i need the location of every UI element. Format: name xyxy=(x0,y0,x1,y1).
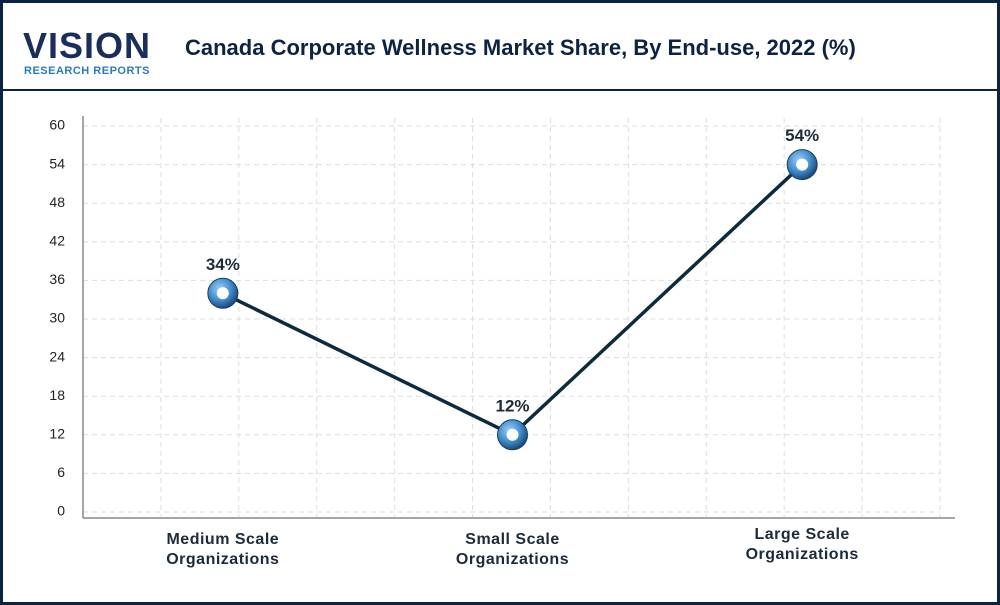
y-tick-label: 60 xyxy=(49,117,65,133)
data-label: 34% xyxy=(206,255,240,274)
y-tick-label: 12 xyxy=(49,426,65,442)
y-tick-label: 30 xyxy=(49,310,65,326)
chart-title: Canada Corporate Wellness Market Share, … xyxy=(185,35,856,60)
y-tick-label: 24 xyxy=(49,348,65,364)
y-tick-label: 6 xyxy=(57,464,65,480)
header: VISION RESEARCH REPORTS Canada Corporate… xyxy=(3,3,997,91)
y-tick-label: 36 xyxy=(49,271,65,287)
data-line xyxy=(222,163,804,437)
y-tick-label: 42 xyxy=(49,233,65,249)
y-tick-label: 18 xyxy=(49,387,65,403)
logo-name: VISION xyxy=(23,25,152,66)
y-tick-label: 48 xyxy=(49,194,65,210)
x-tick-label: Large Scale Organizations xyxy=(745,526,859,563)
chart: 0 6 12 18 24 30 36 42 48 54 60 34% 12% 54% xyxy=(49,116,955,519)
data-point-center xyxy=(216,287,229,300)
data-label: 54% xyxy=(785,126,819,145)
data-point-center xyxy=(796,158,809,171)
data-point-center xyxy=(506,428,519,441)
logo-tagline: RESEARCH REPORTS xyxy=(24,65,150,77)
y-tick-label: 0 xyxy=(57,503,65,519)
x-tick-label: Small Scale Organizations xyxy=(455,531,570,568)
y-tick-label: 54 xyxy=(49,155,65,171)
data-label: 12% xyxy=(495,396,529,415)
x-tick-label: Medium Scale Organizations xyxy=(166,531,280,568)
